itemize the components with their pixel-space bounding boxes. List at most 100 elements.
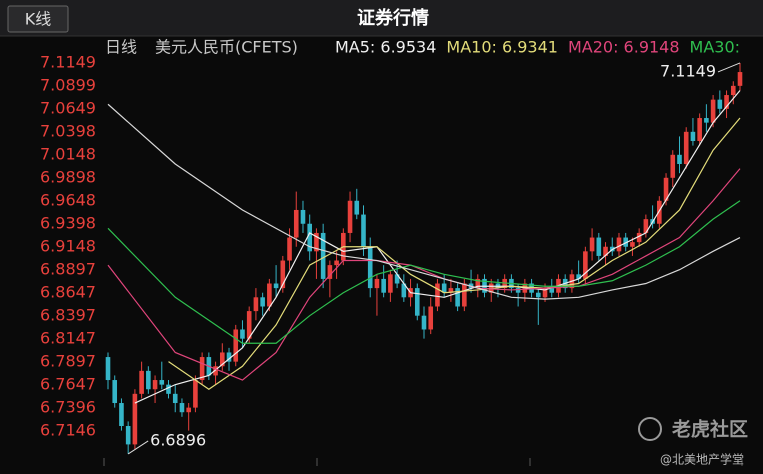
candle-body [603,246,608,256]
candle-body [737,72,743,86]
candle-body [475,278,481,289]
ma-line [168,117,741,390]
candle-body [193,380,198,408]
candle-body [132,393,138,445]
candle-body [327,265,333,279]
candle-body [589,237,595,252]
candle-body [623,237,629,247]
candle-body [112,380,118,404]
candle-body [307,223,313,252]
page-title: 证券行情 [357,7,429,29]
candle-body [374,278,380,289]
candle-body [253,297,259,312]
candle-body [583,251,588,279]
annotation-arrow [717,62,741,73]
y-tick-label: 6.8397 [40,305,96,324]
y-tick-label: 6.7897 [40,351,96,370]
y-tick-label: 7.1149 [40,52,96,71]
candle-body [226,352,232,362]
candle-body [354,200,360,215]
y-tick-label: 6.9398 [40,213,96,232]
candle-body [576,274,581,279]
candle-body [616,237,622,252]
candle-body [455,288,460,307]
candle-body [186,407,191,413]
y-tick-label: 7.0649 [40,98,96,117]
candle-body [717,99,723,109]
candle-body [683,131,689,164]
candle-body [428,306,434,330]
candle-body [697,118,702,142]
candle-body [643,219,649,233]
candle-body [401,283,407,298]
top-bar [0,0,763,36]
candle-body [657,200,662,224]
candle-body [119,403,124,427]
candle-body [710,99,716,123]
candle-body [394,274,400,284]
candle-body [246,311,252,339]
candle-body [166,384,171,394]
candle-body [462,283,467,307]
candle-body [663,177,669,201]
candle-body [441,283,447,293]
y-tick-label: 6.8897 [40,259,96,278]
candle-body [448,288,454,293]
candle-body [159,380,165,385]
candle-body [730,85,736,96]
candle-body [630,242,635,247]
candle-body [152,380,158,390]
candle-body [139,370,144,394]
candle-body [300,209,306,224]
legend-entry: MA20: 6.9148 [568,38,680,57]
ma-line [107,103,741,300]
candle-body [280,260,286,289]
candle-body [240,329,245,339]
candle-body [421,315,427,330]
candle-body [172,393,178,404]
annotation-label: 7.1149 [660,61,716,80]
y-tick-label: 6.9148 [40,236,96,255]
candle-body [690,131,696,142]
y-tick-label: 6.7396 [40,397,96,416]
candle-body [435,283,440,307]
candle-body [219,352,225,367]
candle-body [677,154,682,164]
y-tick-label: 7.0398 [40,122,96,141]
candle-body [535,292,541,298]
candle-body [287,237,292,261]
y-tick-label: 6.9648 [40,190,96,209]
candle-body [267,283,272,307]
candle-body [233,329,239,362]
y-tick-label: 6.7647 [40,374,96,393]
y-tick-label: 7.0899 [40,75,96,94]
y-tick-label: 7.0148 [40,144,96,163]
candle-body [347,200,353,233]
kline-button[interactable] [7,5,69,33]
candle-body [213,366,218,376]
y-tick-label: 6.8647 [40,282,96,301]
candle-body [549,288,555,293]
legend-entry: MA10: 6.9341 [446,38,558,57]
candle-body [260,297,265,307]
ma-line [107,200,741,344]
candle-body [334,260,339,266]
candle-body [320,232,326,279]
candle-body [636,232,642,243]
period: 日线 [105,38,137,57]
candle-body [314,232,319,252]
watermark-logo [638,417,662,441]
kline-button-label[interactable]: K线 [25,10,52,29]
candle-body [361,214,366,247]
candle-body [199,357,205,381]
y-tick-label: 6.7146 [40,420,96,439]
legend-entry: MA30: [690,38,741,57]
candle-body [414,288,420,316]
candle-body [293,209,299,238]
candle-body [704,118,709,123]
candle-body [146,370,151,390]
candle-body [724,95,729,109]
watermark-brand: 老虎社区 [672,418,748,441]
candle-body [670,154,676,178]
